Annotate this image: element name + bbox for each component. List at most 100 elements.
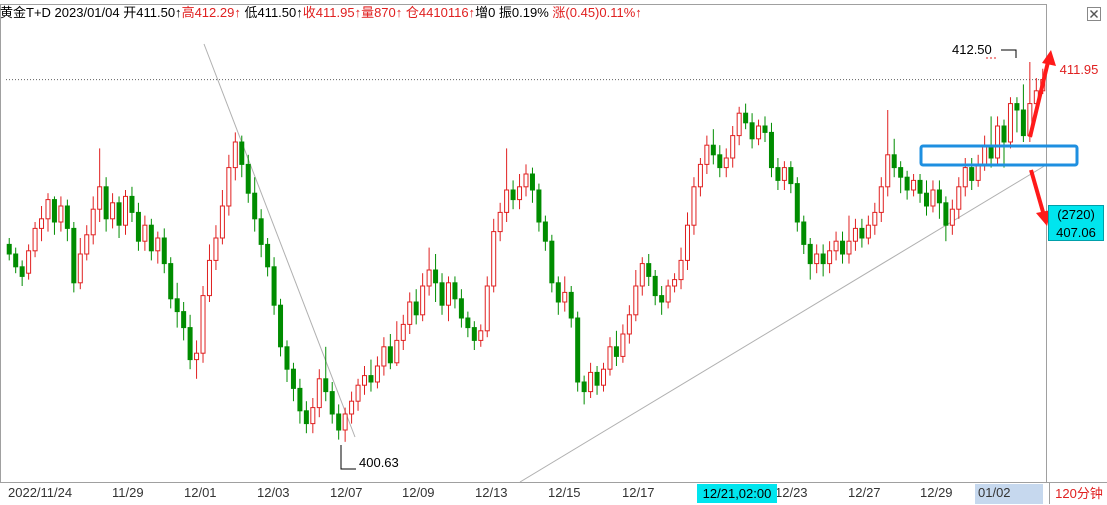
candle-up: [349, 400, 355, 415]
volume-value: 量870↑: [361, 5, 403, 20]
candle-down: [859, 227, 865, 239]
time-axis-label: 01/02: [978, 485, 1011, 500]
candle-down: [452, 282, 458, 300]
candle-up: [607, 346, 613, 370]
candle-down: [239, 141, 245, 165]
candle-down: [613, 346, 619, 357]
candle-up: [407, 301, 413, 325]
candle-up: [200, 295, 206, 354]
candle-up: [226, 167, 232, 207]
quote-date: 2023/01/04: [54, 5, 120, 20]
candle-down: [13, 253, 19, 268]
candle-down: [284, 346, 290, 370]
candle-up: [232, 141, 238, 169]
crosshair-price-tag: (2720) 407.06: [1048, 205, 1104, 241]
candle-up: [949, 208, 955, 226]
candle-down: [329, 391, 335, 415]
candle-down: [265, 243, 271, 268]
down-arrow-head: [1036, 210, 1051, 226]
low-marker-line: [340, 445, 356, 470]
last-price-tag: 411.95: [1059, 62, 1099, 77]
candle-down: [1014, 103, 1020, 111]
candle-down: [917, 179, 923, 194]
candle-down: [252, 192, 258, 220]
candle-up: [497, 211, 503, 233]
chart-canvas[interactable]: [0, 0, 1107, 482]
candle-down: [439, 282, 445, 306]
time-axis: 2022/11/24 11/29 12/01 12/03 12/07 12/09 12/13…: [0, 482, 1107, 505]
close-icon[interactable]: [1087, 7, 1101, 21]
candle-down: [775, 167, 781, 181]
up-arrow-head: [1042, 50, 1056, 66]
candle-down: [794, 183, 800, 223]
candle-down: [303, 410, 309, 425]
period-high-marker: 412.50: [952, 42, 992, 57]
time-axis-label: 12/15: [548, 485, 581, 500]
period-low-marker: 400.63: [359, 455, 399, 470]
candle-up: [310, 407, 316, 425]
candle-down: [433, 269, 439, 284]
candle-down: [278, 304, 284, 348]
candle-up: [362, 375, 368, 386]
candle-up: [517, 186, 523, 201]
candle-up: [206, 259, 212, 297]
candle-up: [26, 250, 32, 274]
open-interest: 仓4410116↑: [405, 5, 476, 20]
high-marker-line: [1001, 49, 1017, 58]
candle-up: [781, 167, 787, 181]
candle-down: [258, 218, 264, 245]
candle-up: [878, 186, 884, 213]
candle-up: [730, 135, 736, 159]
crosshair-time-tag: 12/21,02:00: [697, 484, 777, 503]
candle-down: [174, 298, 180, 313]
candle-down: [323, 378, 329, 393]
candle-down: [898, 167, 904, 178]
candle-down: [161, 237, 167, 265]
candle-down: [19, 266, 25, 277]
crosshair-count: (2720): [1057, 207, 1095, 222]
time-axis-label: 12/01: [184, 485, 217, 500]
candle-down: [168, 263, 174, 300]
candle-up: [865, 224, 871, 239]
candle-down: [936, 189, 942, 204]
candle-up: [445, 282, 451, 306]
candle-up: [827, 250, 833, 265]
candle-down: [659, 295, 665, 303]
candle-up: [911, 179, 917, 191]
candle-down: [471, 327, 477, 341]
candle-up: [885, 154, 891, 188]
candle-up: [194, 352, 200, 361]
candle-up: [1007, 103, 1013, 143]
candle-up: [691, 186, 697, 226]
low-price: 低411.50↑: [244, 5, 303, 20]
candle-down: [465, 317, 471, 329]
candle-up: [381, 346, 387, 367]
candle-down: [297, 387, 303, 412]
candle-down: [51, 199, 57, 223]
candle-up: [491, 231, 497, 287]
candle-up: [962, 167, 968, 188]
candle-up: [833, 240, 839, 252]
open-price: 开411.50↑: [123, 5, 182, 20]
down-arrow-shaft: [1029, 169, 1045, 213]
amplitude-value: 振0.19%: [498, 5, 549, 20]
candle-up: [39, 218, 45, 229]
candle-up: [846, 240, 852, 255]
candle-down: [891, 154, 897, 169]
up-arrow-shaft: [1028, 61, 1050, 138]
candle-up: [219, 205, 225, 239]
candle-up: [665, 285, 671, 303]
candle-down: [187, 327, 193, 361]
candle-up: [697, 163, 703, 188]
candle-up: [852, 227, 858, 242]
candle-down: [458, 298, 464, 319]
candle-down: [387, 346, 393, 364]
candle-up: [601, 368, 607, 386]
time-axis-label: 11/29: [112, 485, 144, 500]
candle-up: [704, 144, 710, 165]
period-selector[interactable]: 120分钟: [1049, 483, 1107, 504]
candle-down: [71, 227, 77, 284]
candle-down: [148, 224, 154, 252]
time-axis-selection: [975, 484, 1043, 504]
